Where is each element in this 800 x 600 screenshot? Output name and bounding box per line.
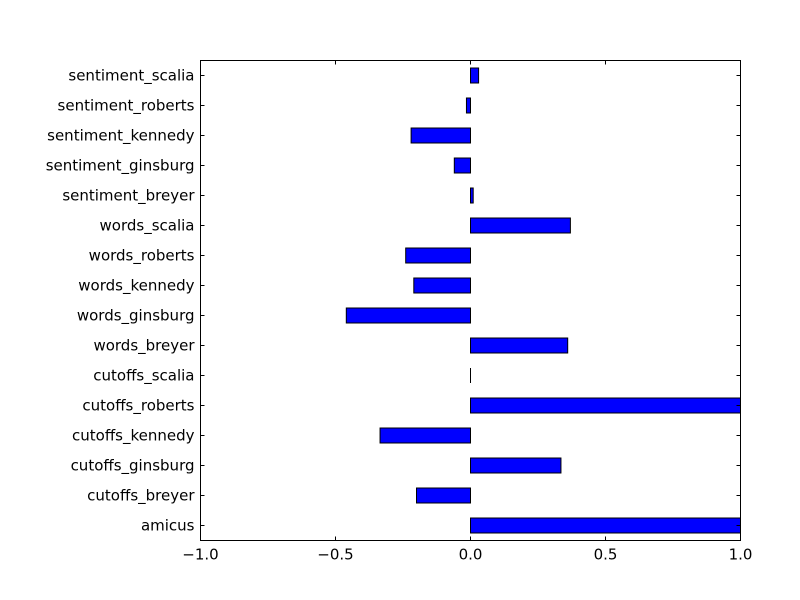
x-tick-label: −1.0 <box>182 546 218 564</box>
bar-amicus <box>470 517 741 534</box>
x-tick-label: 0.5 <box>594 546 618 564</box>
y-tick-label: words_scalia <box>100 217 195 236</box>
bar-cutoffs_breyer <box>416 487 471 504</box>
bar-sentiment_kennedy <box>410 127 472 144</box>
y-tick-label: amicus <box>141 517 195 535</box>
y-tick-label: words_breyer <box>93 337 195 356</box>
y-tick-label: cutoffs_scalia <box>93 367 194 386</box>
bar-words_ginsburg <box>345 307 471 324</box>
bar-sentiment_ginsburg <box>453 157 471 174</box>
bar-cutoffs_roberts <box>470 397 741 414</box>
bar-words_roberts <box>405 247 472 264</box>
x-tick-label: 1.0 <box>729 546 753 564</box>
bar-cutoffs_ginsburg <box>470 457 562 474</box>
labels-group: sentiment_scalia sentiment_robertssentime… <box>46 67 753 564</box>
y-tick-label: sentiment_roberts <box>58 97 195 116</box>
bar-words_kennedy <box>413 277 471 294</box>
y-tick-label: sentiment_scalia <box>68 67 194 86</box>
bar-sentiment_roberts <box>465 97 472 114</box>
plot-frame <box>200 60 741 541</box>
bar-sentiment_scalia <box>470 67 480 84</box>
y-tick-label: words_ginsburg <box>77 307 195 326</box>
x-tick-label: 0.0 <box>459 546 483 564</box>
bar-words_scalia <box>470 217 571 234</box>
y-tick-label: cutoffs_breyer <box>87 487 195 506</box>
x-tick-label: −0.5 <box>317 546 353 564</box>
bar-cutoffs_kennedy <box>379 427 471 444</box>
y-tick-label: cutoffs_roberts <box>82 397 194 416</box>
y-tick-label: cutoffs_kennedy <box>72 427 195 446</box>
bar-sentiment_breyer <box>470 187 474 204</box>
bars-group <box>345 67 741 534</box>
y-tick-label: words_roberts <box>89 247 195 266</box>
y-tick-label: words_kennedy <box>78 277 194 296</box>
y-tick-label: sentiment_breyer <box>62 187 195 206</box>
y-tick-label: sentiment_ginsburg <box>46 157 195 176</box>
y-tick-label: sentiment_kennedy <box>47 127 194 146</box>
bar-words_breyer <box>470 337 569 354</box>
y-tick-label: cutoffs_ginsburg <box>71 457 195 476</box>
